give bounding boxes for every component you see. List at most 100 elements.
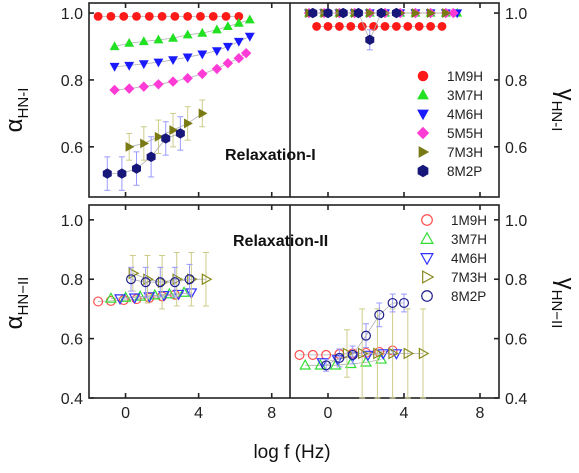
y-tick-label: 0.8 bbox=[505, 272, 527, 289]
data-point bbox=[138, 60, 149, 70]
data-point bbox=[169, 277, 180, 288]
data-point bbox=[211, 63, 223, 75]
data-point bbox=[93, 11, 103, 21]
data-point bbox=[178, 286, 190, 297]
data-point bbox=[170, 11, 180, 21]
data-point bbox=[307, 349, 318, 360]
legend-marker-7m3h bbox=[418, 146, 430, 158]
data-point bbox=[155, 277, 166, 288]
legend-label-3m7h: 3M7H bbox=[451, 232, 487, 247]
data-point bbox=[109, 41, 120, 51]
y-tick-label: 0.8 bbox=[61, 272, 83, 289]
data-point bbox=[132, 11, 141, 21]
series-5m5h bbox=[109, 47, 252, 96]
x-tick-label: 4 bbox=[194, 405, 203, 422]
y-tick-label: 0.8 bbox=[61, 73, 83, 90]
data-point bbox=[403, 21, 413, 31]
data-point bbox=[360, 355, 372, 367]
legend-label-3m7h: 3M7H bbox=[447, 88, 483, 103]
data-point bbox=[197, 68, 208, 80]
data-point bbox=[109, 62, 120, 72]
legend-marker-3m7h bbox=[417, 88, 429, 100]
data-point bbox=[117, 168, 127, 179]
legend-label-7m3h: 7M3H bbox=[451, 270, 487, 285]
panel-top-left: 0.6 0.8 1.0 bbox=[61, 3, 273, 197]
series-8m2p bbox=[308, 7, 401, 51]
series-line bbox=[325, 302, 404, 366]
data-point bbox=[294, 349, 305, 360]
data-point bbox=[182, 73, 193, 84]
legend-marker-3m7h bbox=[420, 231, 434, 244]
data-point bbox=[398, 297, 410, 309]
data-point bbox=[161, 133, 171, 144]
data-point bbox=[140, 138, 150, 149]
legend: 1M9H 3M7H 4M6H 7M3H 8M2P bbox=[420, 213, 487, 304]
data-point bbox=[126, 274, 137, 285]
x-tick-label: 8 bbox=[267, 405, 276, 422]
series-line bbox=[114, 19, 250, 47]
y-tick-label: 1.0 bbox=[61, 6, 83, 23]
y-tick-label: 0.4 bbox=[61, 391, 83, 408]
data-point bbox=[153, 58, 164, 68]
data-point bbox=[426, 21, 436, 31]
data-point bbox=[109, 84, 120, 96]
data-point bbox=[387, 297, 398, 309]
x-tick-label: 0 bbox=[121, 405, 130, 422]
data-point bbox=[201, 273, 213, 286]
data-point bbox=[338, 7, 348, 19]
ylabel-top-right: γHN-I bbox=[548, 89, 579, 132]
data-point bbox=[233, 17, 244, 27]
data-point bbox=[182, 53, 193, 63]
xlabel: log f (Hz) bbox=[253, 442, 330, 463]
data-point bbox=[323, 21, 333, 31]
data-point bbox=[233, 37, 244, 47]
data-point bbox=[196, 11, 205, 21]
data-point bbox=[222, 58, 234, 69]
data-point bbox=[163, 287, 176, 299]
data-point bbox=[183, 11, 193, 21]
data-point bbox=[197, 50, 208, 60]
series-7m3h bbox=[342, 308, 430, 399]
data-point bbox=[143, 273, 154, 286]
data-point bbox=[157, 291, 170, 302]
data-point bbox=[221, 11, 231, 21]
data-point bbox=[418, 347, 430, 360]
data-point bbox=[198, 108, 208, 119]
data-point bbox=[366, 8, 375, 18]
data-point bbox=[323, 7, 333, 19]
top-frame bbox=[88, 2, 500, 198]
data-point bbox=[244, 14, 255, 24]
panel-bottom-left: 0 4 8 0.4 0.6 0.8 1.0 bbox=[61, 205, 276, 422]
legend-marker-8m2p bbox=[417, 164, 429, 178]
data-point bbox=[299, 358, 312, 370]
ylabel-bottom-left: αHN−II bbox=[1, 277, 32, 330]
legend-label-4m6h: 4M6H bbox=[447, 107, 483, 122]
legend-marker-8m2p bbox=[421, 290, 433, 302]
data-point bbox=[244, 32, 255, 42]
legend-marker-4m6h bbox=[420, 253, 434, 266]
data-point bbox=[184, 274, 195, 285]
data-point bbox=[154, 131, 164, 142]
data-point bbox=[208, 11, 218, 21]
y-tick-label: 0.6 bbox=[61, 332, 83, 349]
data-point bbox=[316, 358, 329, 369]
legend-marker-1m9h bbox=[417, 70, 429, 82]
legend-marker-5m5h bbox=[416, 126, 430, 140]
annotation-relaxation-2: Relaxation-II bbox=[233, 233, 328, 250]
y-tick-label: 0.6 bbox=[505, 140, 527, 157]
data-point bbox=[168, 56, 178, 66]
data-point bbox=[124, 61, 135, 71]
data-point bbox=[380, 21, 390, 31]
data-point bbox=[169, 125, 179, 136]
data-point bbox=[426, 8, 436, 18]
data-point bbox=[153, 34, 164, 44]
data-point bbox=[153, 79, 164, 90]
data-point bbox=[128, 293, 141, 305]
data-point bbox=[369, 21, 379, 31]
data-point bbox=[312, 21, 322, 31]
data-point bbox=[357, 21, 367, 31]
data-point bbox=[373, 347, 384, 360]
data-point bbox=[334, 21, 344, 31]
data-point bbox=[391, 7, 401, 19]
